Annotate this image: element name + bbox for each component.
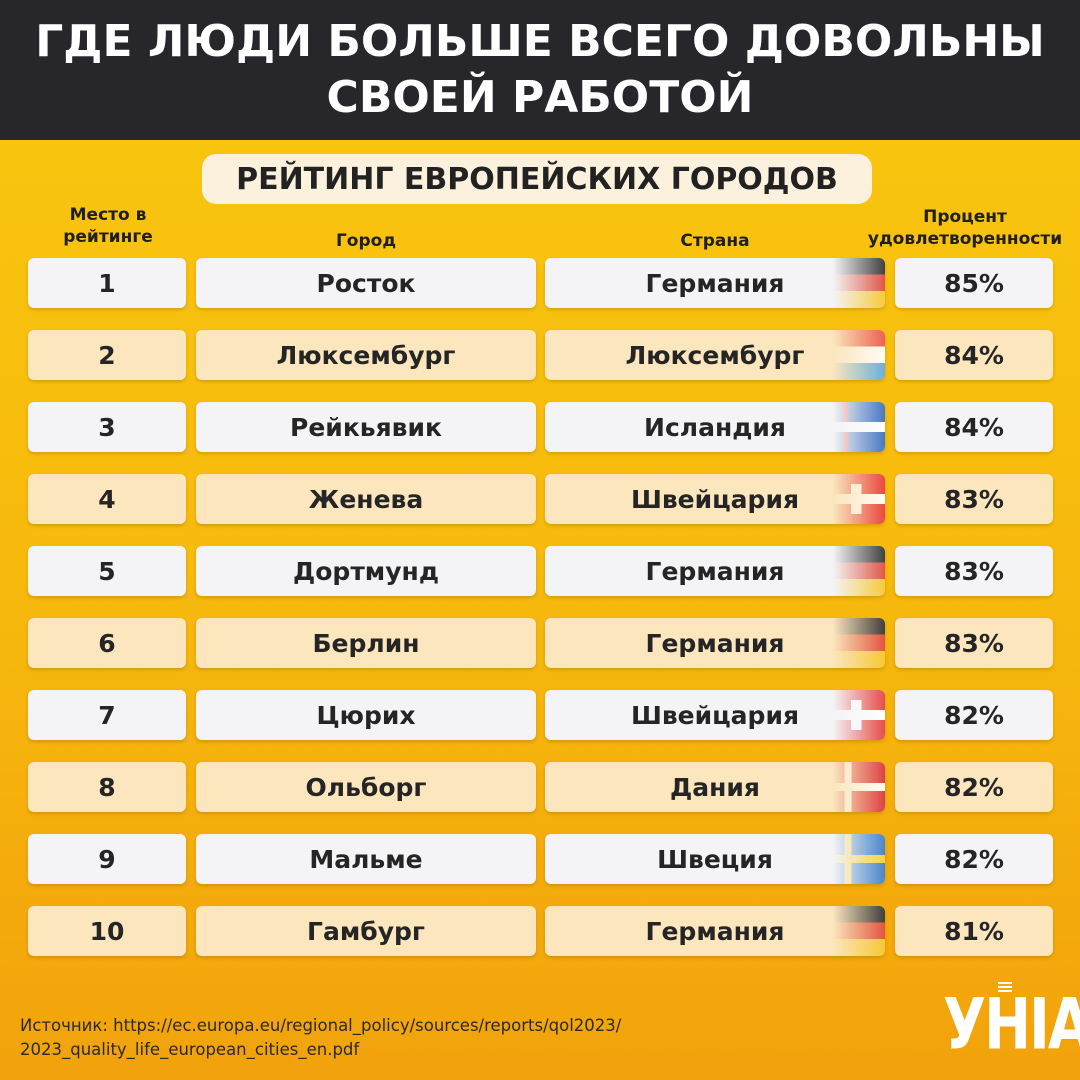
table-row: 9 Мальме Швеция 82%: [0, 834, 1080, 886]
country-label: Дания: [670, 772, 760, 802]
title-line-1: ГДЕ ЛЮДИ БОЛЬШЕ ВСЕГО ДОВОЛЬНЫ: [35, 16, 1045, 67]
rank-cell: 9: [28, 834, 186, 884]
country-label: Люксембург: [625, 340, 805, 370]
percent-header-line-2: удовлетворенности: [867, 229, 1063, 249]
luxembourg-flag-icon: [833, 330, 885, 380]
title-line-2: СВОЕЙ РАБОТОЙ: [326, 72, 754, 123]
table-row: 10 Гамбург Германия 81%: [0, 906, 1080, 958]
country-label: Германия: [645, 556, 785, 586]
percent-cell: 83%: [895, 474, 1053, 524]
column-header-rank: Место в рейтинге: [28, 204, 188, 248]
table-row: 1 Росток Германия 85%: [0, 258, 1080, 310]
germany-flag-icon: [833, 906, 885, 956]
rank-header-line-1: Место в: [69, 205, 147, 225]
table-row: 2 Люксембург Люксембург 84%: [0, 330, 1080, 382]
city-cell: Берлин: [196, 618, 536, 668]
table-row: 5 Дортмунд Германия 83%: [0, 546, 1080, 598]
country-cell: Германия: [545, 258, 885, 308]
percent-cell: 84%: [895, 330, 1053, 380]
country-cell: Дания: [545, 762, 885, 812]
country-label: Германия: [645, 268, 785, 298]
table-row: 8 Ольборг Дания 82%: [0, 762, 1080, 814]
percent-cell: 81%: [895, 906, 1053, 956]
city-cell: Женева: [196, 474, 536, 524]
column-header-percent: Процент удовлетворенности: [850, 206, 1080, 250]
rank-cell: 7: [28, 690, 186, 740]
rank-cell: 8: [28, 762, 186, 812]
column-header-country: Страна: [680, 231, 750, 251]
switzerland-flag-icon: [833, 474, 885, 524]
source-note: Источник: https://ec.europa.eu/regional_…: [20, 1014, 780, 1062]
table-row: 6 Берлин Германия 83%: [0, 618, 1080, 670]
source-line-2: 2023_quality_life_european_cities_en.pdf: [20, 1040, 360, 1059]
country-cell: Германия: [545, 546, 885, 596]
unian-logo: УНІАН: [943, 980, 1080, 1066]
city-cell: Рейкьявик: [196, 402, 536, 452]
rank-cell: 5: [28, 546, 186, 596]
city-cell: Дортмунд: [196, 546, 536, 596]
germany-flag-icon: [833, 258, 885, 308]
country-label: Швейцария: [630, 484, 800, 514]
country-label: Исландия: [644, 412, 786, 442]
percent-cell: 85%: [895, 258, 1053, 308]
sweden-flag-icon: [833, 834, 885, 884]
subtitle-pill: РЕЙТИНГ ЕВРОПЕЙСКИХ ГОРОДОВ: [202, 154, 872, 204]
percent-cell: 82%: [895, 834, 1053, 884]
rank-header-line-2: рейтинге: [63, 227, 153, 247]
city-cell: Ольборг: [196, 762, 536, 812]
country-label: Швейцария: [630, 700, 800, 730]
percent-cell: 83%: [895, 618, 1053, 668]
country-cell: Германия: [545, 906, 885, 956]
country-cell: Люксембург: [545, 330, 885, 380]
source-line-1: Источник: https://ec.europa.eu/regional_…: [20, 1016, 622, 1035]
country-cell: Германия: [545, 618, 885, 668]
percent-cell: 82%: [895, 690, 1053, 740]
percent-cell: 83%: [895, 546, 1053, 596]
country-label: Германия: [645, 916, 785, 946]
city-cell: Гамбург: [196, 906, 536, 956]
germany-flag-icon: [833, 618, 885, 668]
percent-cell: 82%: [895, 762, 1053, 812]
country-cell: Швеция: [545, 834, 885, 884]
denmark-flag-icon: [833, 762, 885, 812]
switzerland-flag-icon: [833, 690, 885, 740]
column-header-city: Город: [335, 231, 397, 251]
city-cell: Мальме: [196, 834, 536, 884]
city-cell: Люксембург: [196, 330, 536, 380]
rank-cell: 2: [28, 330, 186, 380]
logo-text: УНІАН: [943, 984, 1080, 1066]
country-cell: Исландия: [545, 402, 885, 452]
table-row: 4 Женева Швейцария 83%: [0, 474, 1080, 526]
rank-cell: 6: [28, 618, 186, 668]
rank-cell: 10: [28, 906, 186, 956]
city-cell: Росток: [196, 258, 536, 308]
rank-cell: 3: [28, 402, 186, 452]
logo-mark-icon: [998, 982, 1012, 994]
table-row: 7 Цюрих Швейцария 82%: [0, 690, 1080, 742]
city-cell: Цюрих: [196, 690, 536, 740]
country-label: Германия: [645, 628, 785, 658]
percent-cell: 84%: [895, 402, 1053, 452]
table-row: 3 Рейкьявик Исландия 84%: [0, 402, 1080, 454]
germany-flag-icon: [833, 546, 885, 596]
header-banner: ГДЕ ЛЮДИ БОЛЬШЕ ВСЕГО ДОВОЛЬНЫ СВОЕЙ РАБ…: [0, 0, 1080, 140]
rank-cell: 4: [28, 474, 186, 524]
country-cell: Швейцария: [545, 690, 885, 740]
rank-cell: 1: [28, 258, 186, 308]
country-cell: Швейцария: [545, 474, 885, 524]
iceland-flag-icon: [833, 402, 885, 452]
percent-header-line-1: Процент: [923, 207, 1007, 227]
country-label: Швеция: [657, 844, 773, 874]
